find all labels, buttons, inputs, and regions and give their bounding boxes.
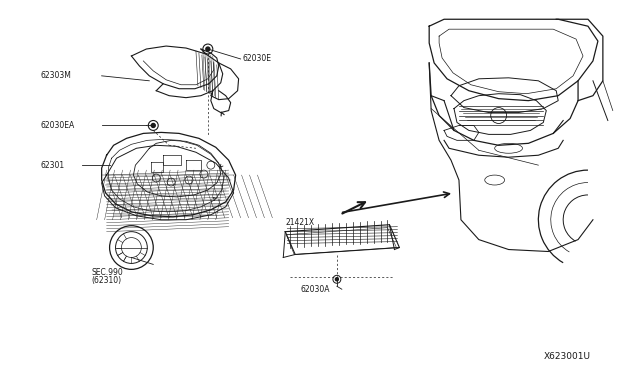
Circle shape xyxy=(151,124,156,128)
Circle shape xyxy=(335,278,339,281)
Text: 62301: 62301 xyxy=(40,161,64,170)
Text: 62030A: 62030A xyxy=(300,285,330,294)
Text: 62030EA: 62030EA xyxy=(40,121,74,130)
Text: 21421X: 21421X xyxy=(285,218,314,227)
Text: SEC.990: SEC.990 xyxy=(92,268,124,277)
Text: (62310): (62310) xyxy=(92,276,122,285)
Text: 62303M: 62303M xyxy=(40,71,71,80)
Text: 62030E: 62030E xyxy=(243,54,271,64)
Text: X623001U: X623001U xyxy=(543,352,590,361)
Circle shape xyxy=(206,47,210,51)
